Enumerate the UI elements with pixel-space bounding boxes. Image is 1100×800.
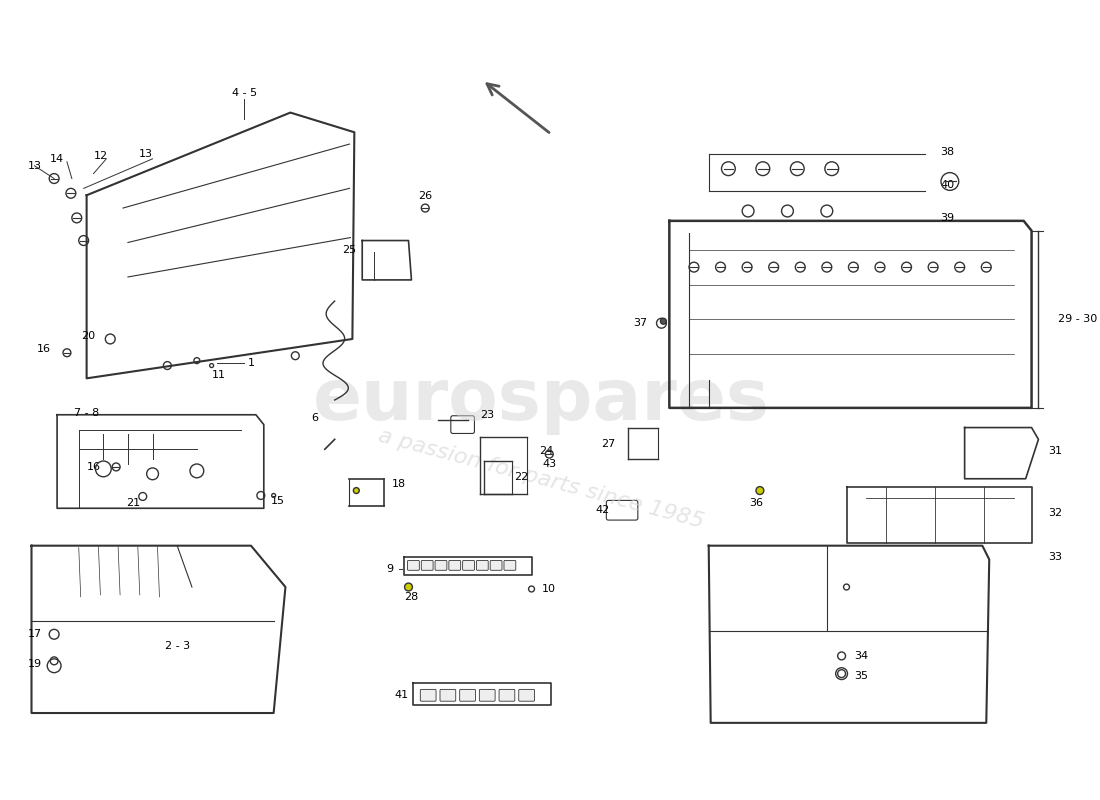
Text: 32: 32 <box>1048 508 1063 518</box>
Text: 24: 24 <box>539 446 553 456</box>
FancyBboxPatch shape <box>519 690 535 702</box>
Text: 16: 16 <box>87 462 100 472</box>
FancyBboxPatch shape <box>460 690 475 702</box>
FancyBboxPatch shape <box>440 690 455 702</box>
Text: 23: 23 <box>481 410 494 420</box>
Circle shape <box>756 486 763 494</box>
Text: 42: 42 <box>595 506 609 515</box>
Text: 26: 26 <box>418 191 432 202</box>
FancyBboxPatch shape <box>407 561 419 570</box>
Text: 25: 25 <box>342 246 356 255</box>
Text: 6: 6 <box>311 413 319 422</box>
Text: 13: 13 <box>28 161 42 170</box>
Text: 43: 43 <box>542 459 557 469</box>
Text: 1: 1 <box>248 358 254 367</box>
Text: 34: 34 <box>855 651 868 661</box>
FancyBboxPatch shape <box>436 561 447 570</box>
FancyBboxPatch shape <box>449 561 461 570</box>
Text: 15: 15 <box>271 496 285 506</box>
Text: 7 - 8: 7 - 8 <box>74 408 99 418</box>
Text: 35: 35 <box>855 670 868 681</box>
Circle shape <box>353 488 360 494</box>
Text: 20: 20 <box>81 331 96 341</box>
Text: 17: 17 <box>28 630 42 639</box>
Text: 39: 39 <box>940 213 954 223</box>
Text: 4 - 5: 4 - 5 <box>231 88 256 98</box>
Text: 18: 18 <box>392 478 406 489</box>
Text: 21: 21 <box>125 498 140 508</box>
FancyBboxPatch shape <box>451 416 474 434</box>
Text: 37: 37 <box>632 318 647 328</box>
FancyBboxPatch shape <box>499 690 515 702</box>
Text: 29 - 30: 29 - 30 <box>1058 314 1098 324</box>
Text: 40: 40 <box>940 181 954 190</box>
Text: 16: 16 <box>37 344 52 354</box>
FancyBboxPatch shape <box>606 501 638 520</box>
Text: 41: 41 <box>395 690 409 700</box>
Text: 27: 27 <box>602 439 615 450</box>
FancyBboxPatch shape <box>463 561 474 570</box>
Text: 13: 13 <box>139 149 153 159</box>
Text: 36: 36 <box>749 498 763 508</box>
FancyBboxPatch shape <box>476 561 488 570</box>
FancyBboxPatch shape <box>420 690 436 702</box>
Text: 2 - 3: 2 - 3 <box>165 641 189 651</box>
Text: 9: 9 <box>386 564 394 574</box>
FancyBboxPatch shape <box>504 561 516 570</box>
FancyBboxPatch shape <box>491 561 502 570</box>
Text: 11: 11 <box>211 370 226 380</box>
Text: 14: 14 <box>50 154 64 164</box>
Text: eurospares: eurospares <box>312 366 770 434</box>
Text: 19: 19 <box>28 658 42 669</box>
Text: 38: 38 <box>940 147 954 157</box>
Circle shape <box>405 583 412 591</box>
Text: 12: 12 <box>94 151 108 161</box>
Text: 33: 33 <box>1048 553 1063 562</box>
Text: 28: 28 <box>405 592 419 602</box>
Circle shape <box>660 318 667 324</box>
Text: a passion for parts since 1985: a passion for parts since 1985 <box>376 426 706 532</box>
FancyBboxPatch shape <box>480 690 495 702</box>
Text: 22: 22 <box>515 472 529 482</box>
FancyBboxPatch shape <box>421 561 433 570</box>
Text: 31: 31 <box>1048 446 1063 456</box>
Text: 10: 10 <box>542 584 557 594</box>
